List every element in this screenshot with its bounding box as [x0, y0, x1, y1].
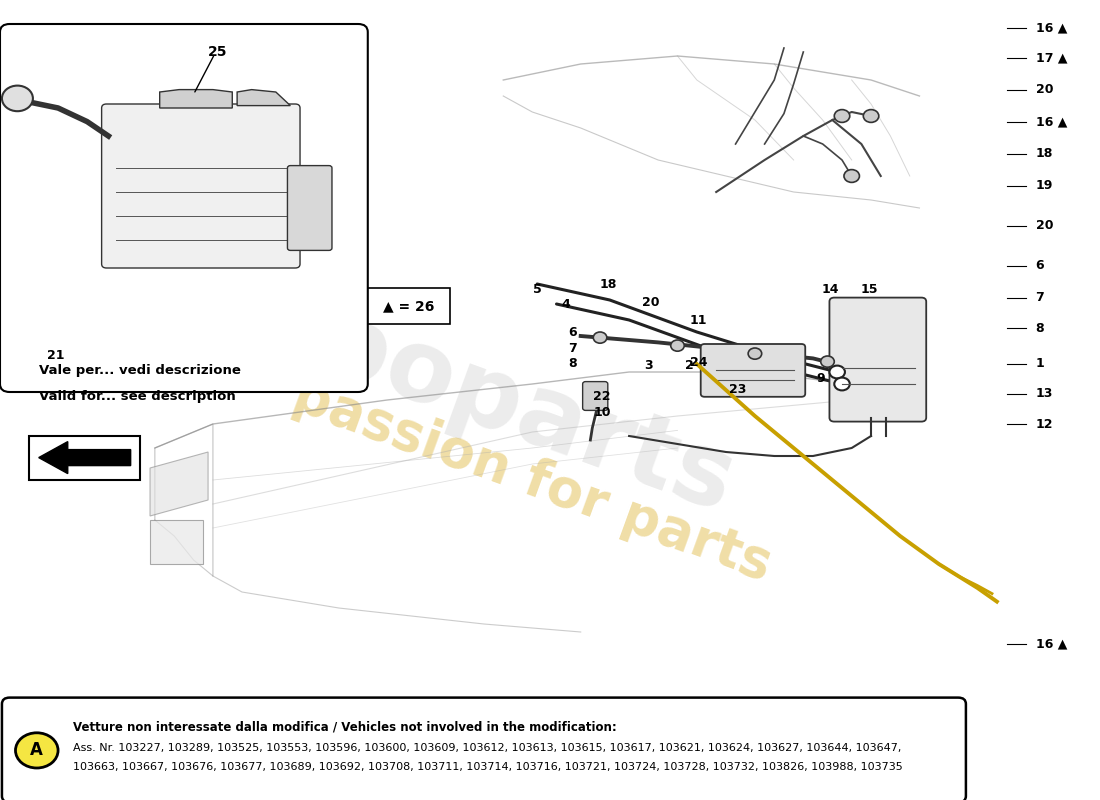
Text: turboparts: turboparts [146, 235, 748, 533]
Circle shape [834, 110, 850, 122]
Text: 24: 24 [690, 356, 707, 369]
Text: 7: 7 [1035, 291, 1044, 304]
Text: 17 ▲: 17 ▲ [1035, 51, 1067, 64]
Text: 20: 20 [1035, 83, 1053, 96]
Text: 18: 18 [600, 278, 616, 290]
Text: 11: 11 [690, 314, 707, 326]
Text: 20: 20 [1035, 219, 1053, 232]
Text: 16 ▲: 16 ▲ [1035, 638, 1067, 650]
Text: A: A [31, 742, 43, 759]
Text: 6: 6 [569, 326, 578, 338]
Circle shape [844, 170, 859, 182]
Text: 23: 23 [729, 383, 746, 396]
Text: 10: 10 [593, 406, 611, 418]
Text: Vale per... vedi descrizione: Vale per... vedi descrizione [39, 364, 241, 378]
FancyBboxPatch shape [701, 344, 805, 397]
FancyBboxPatch shape [829, 298, 926, 422]
FancyBboxPatch shape [287, 166, 332, 250]
Text: 5: 5 [532, 283, 541, 296]
Circle shape [2, 86, 33, 111]
Text: Vetture non interessate dalla modifica / Vehicles not involved in the modificati: Vetture non interessate dalla modifica /… [73, 721, 616, 734]
Text: 19: 19 [1035, 179, 1053, 192]
FancyBboxPatch shape [150, 520, 204, 564]
Text: 16 ▲: 16 ▲ [1035, 115, 1067, 128]
Text: 6: 6 [1035, 259, 1044, 272]
Circle shape [671, 340, 684, 351]
Polygon shape [150, 452, 208, 516]
FancyBboxPatch shape [2, 698, 966, 800]
Text: 4: 4 [562, 298, 571, 310]
Text: 12: 12 [1035, 418, 1053, 430]
Text: 25: 25 [208, 45, 228, 59]
FancyBboxPatch shape [583, 382, 608, 410]
Circle shape [593, 332, 607, 343]
Text: ▲ = 26: ▲ = 26 [383, 299, 434, 313]
Text: Valid for... see description: Valid for... see description [39, 390, 235, 403]
Text: 103663, 103667, 103676, 103677, 103689, 103692, 103708, 103711, 103714, 103716, : 103663, 103667, 103676, 103677, 103689, … [73, 762, 902, 772]
Text: 2: 2 [684, 359, 693, 372]
FancyBboxPatch shape [0, 24, 367, 392]
Circle shape [748, 348, 761, 359]
Text: passion for parts: passion for parts [286, 369, 779, 591]
Text: 14: 14 [822, 283, 839, 296]
Circle shape [864, 110, 879, 122]
FancyBboxPatch shape [367, 288, 450, 324]
Text: 15: 15 [860, 283, 878, 296]
Text: 16 ▲: 16 ▲ [1035, 22, 1067, 34]
Text: 8: 8 [1035, 322, 1044, 334]
Text: 7: 7 [569, 342, 578, 354]
Text: 22: 22 [593, 390, 611, 402]
FancyBboxPatch shape [85, 358, 109, 378]
Text: 13: 13 [1035, 387, 1053, 400]
Text: 3: 3 [645, 359, 652, 372]
Circle shape [834, 378, 850, 390]
Circle shape [821, 356, 834, 367]
Text: Ass. Nr. 103227, 103289, 103525, 103553, 103596, 103600, 103609, 103612, 103613,: Ass. Nr. 103227, 103289, 103525, 103553,… [73, 743, 901, 753]
Text: 1: 1 [1035, 358, 1044, 370]
Text: 21: 21 [47, 350, 65, 362]
FancyBboxPatch shape [101, 104, 300, 268]
Circle shape [829, 366, 845, 378]
Text: 20: 20 [641, 296, 659, 309]
Text: 8: 8 [569, 358, 578, 370]
Text: 9: 9 [816, 372, 825, 385]
Circle shape [45, 344, 80, 373]
Polygon shape [160, 90, 232, 108]
Polygon shape [39, 442, 131, 474]
FancyBboxPatch shape [35, 329, 120, 387]
Circle shape [15, 733, 58, 768]
Polygon shape [238, 90, 290, 106]
Text: 18: 18 [1035, 147, 1053, 160]
